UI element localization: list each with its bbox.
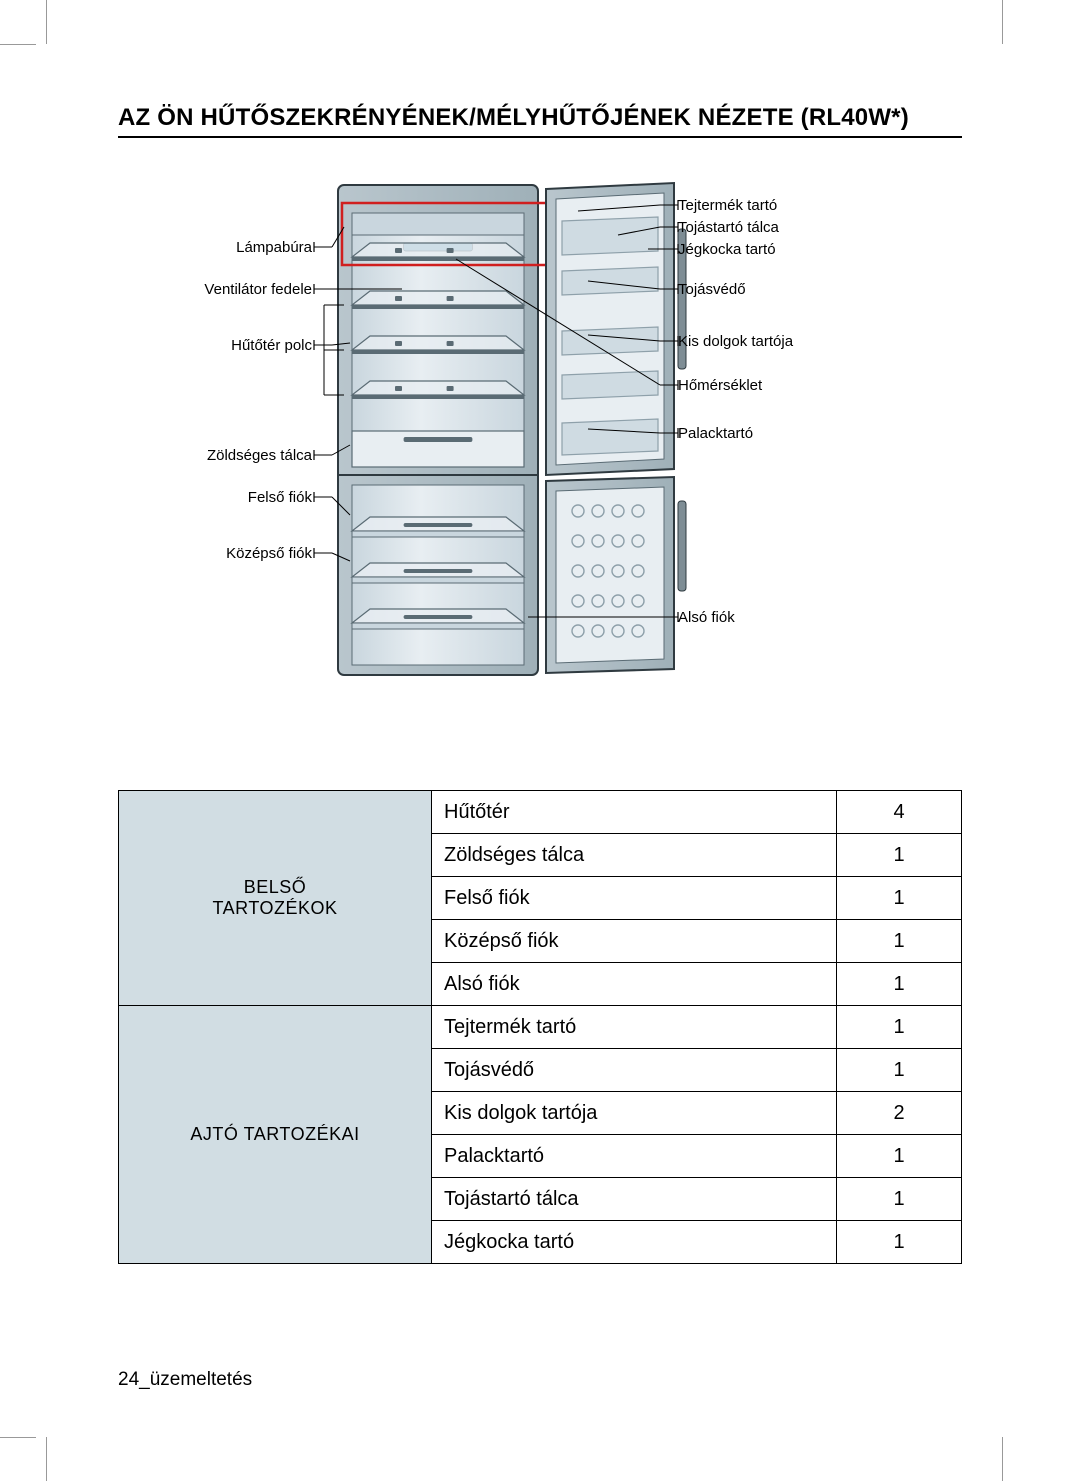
label-hutoterpolc: Hűtőtér polc xyxy=(231,337,312,354)
label-jegkocka: Jégkocka tartó xyxy=(678,241,776,258)
fridge-diagram: Lámpabúra Ventilátor fedele Hűtőtér polc… xyxy=(118,175,962,695)
group-header: AJTÓ TARTOZÉKAI xyxy=(119,1006,432,1264)
table-cell: Hűtőtér xyxy=(432,791,837,834)
label-palacktarto: Palacktartó xyxy=(678,425,753,442)
table-cell: 1 xyxy=(837,1006,962,1049)
label-ventilator: Ventilátor fedele xyxy=(204,281,312,298)
page-footer: 24_üzemeltetés xyxy=(118,1369,252,1391)
label-tejtermek: Tejtermék tartó xyxy=(678,197,777,214)
label-lampabura: Lámpabúra xyxy=(236,239,312,256)
table-cell: 1 xyxy=(837,963,962,1006)
label-tojastalca: Tojástartó tálca xyxy=(678,219,779,236)
table-row: AJTÓ TARTOZÉKAITejtermék tartó1 xyxy=(119,1006,962,1049)
table-cell: Tejtermék tartó xyxy=(432,1006,837,1049)
table-cell: 1 xyxy=(837,1178,962,1221)
table-row: BELSŐTARTOZÉKOKHűtőtér4 xyxy=(119,791,962,834)
table-cell: 2 xyxy=(837,1092,962,1135)
table-cell: Jégkocka tartó xyxy=(432,1221,837,1264)
table-cell: 1 xyxy=(837,1135,962,1178)
table-cell: 1 xyxy=(837,834,962,877)
table-cell: Felső fiók xyxy=(432,877,837,920)
table-cell: Palacktartó xyxy=(432,1135,837,1178)
label-homerseklet: Hőmérséklet xyxy=(678,377,762,394)
label-alsofiok: Alsó fiók xyxy=(678,609,735,626)
table-cell: 4 xyxy=(837,791,962,834)
table-cell: Zöldséges tálca xyxy=(432,834,837,877)
table-cell: 1 xyxy=(837,1049,962,1092)
table-cell: 1 xyxy=(837,920,962,963)
table-cell: 1 xyxy=(837,1221,962,1264)
group-header: BELSŐTARTOZÉKOK xyxy=(119,791,432,1006)
accessories-table: BELSŐTARTOZÉKOKHűtőtér4Zöldséges tálca1F… xyxy=(118,790,962,1264)
table-cell: 1 xyxy=(837,877,962,920)
table-cell: Kis dolgok tartója xyxy=(432,1092,837,1135)
page-title: AZ ÖN HŰTŐSZEKRÉNYÉNEK/MÉLYHŰTŐJÉNEK NÉZ… xyxy=(118,104,962,138)
page: AZ ÖN HŰTŐSZEKRÉNYÉNEK/MÉLYHŰTŐJÉNEK NÉZ… xyxy=(0,0,1080,1481)
label-kisdolog: Kis dolgok tartója xyxy=(678,333,793,350)
label-felsofiok: Felső fiók xyxy=(248,489,312,506)
label-zoldseges: Zöldséges tálca xyxy=(207,447,312,464)
table-cell: Alsó fiók xyxy=(432,963,837,1006)
table-cell: Tojásvédő xyxy=(432,1049,837,1092)
table-cell: Tojástartó tálca xyxy=(432,1178,837,1221)
table-cell: Középső fiók xyxy=(432,920,837,963)
label-tojasvedo: Tojásvédő xyxy=(678,281,746,298)
label-kozepsofiok: Középső fiók xyxy=(226,545,312,562)
